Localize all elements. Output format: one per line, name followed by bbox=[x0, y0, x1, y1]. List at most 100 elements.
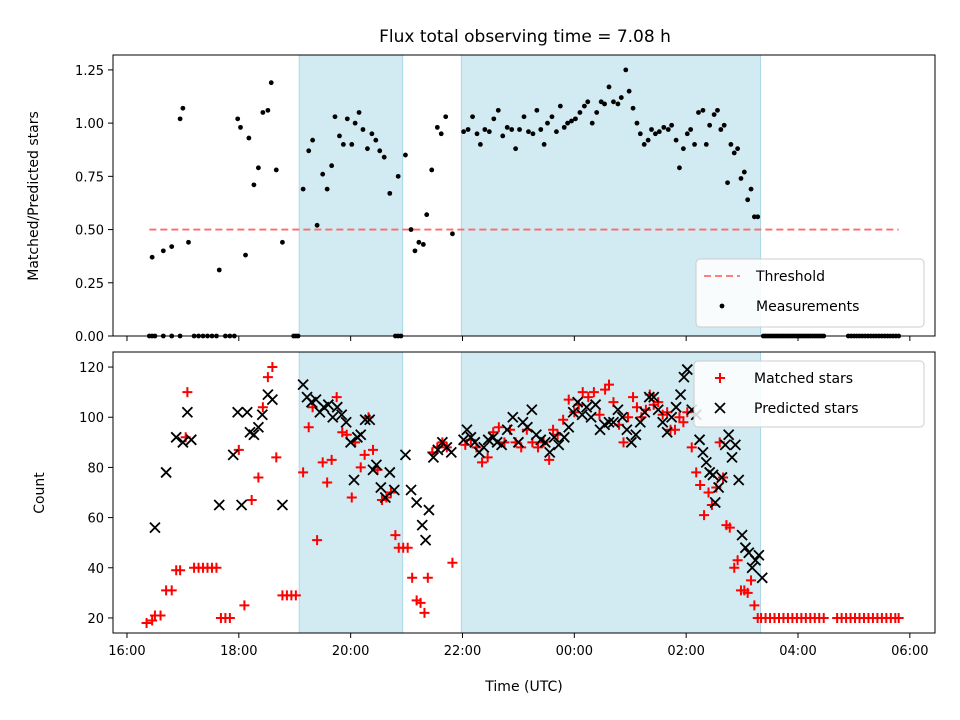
measurement-point bbox=[623, 68, 628, 73]
measurement-point bbox=[611, 99, 616, 104]
measurement-point bbox=[500, 133, 505, 138]
figure: Flux total observing time = 7.08 h 0.000… bbox=[0, 0, 960, 720]
top-y-tick-label: 1.00 bbox=[75, 117, 104, 132]
x-axis-label: Time (UTC) bbox=[484, 679, 562, 695]
predicted-star-point bbox=[406, 485, 416, 495]
top-legend: ThresholdMeasurements bbox=[696, 259, 924, 327]
measurement-point bbox=[649, 127, 654, 132]
measurement-point bbox=[421, 242, 426, 247]
matched-star-point bbox=[447, 558, 457, 568]
measurement-point bbox=[735, 146, 740, 151]
top-y-tick-label: 0.50 bbox=[75, 224, 104, 239]
measurement-point bbox=[517, 127, 522, 132]
measurement-point bbox=[513, 146, 518, 151]
measurement-point bbox=[238, 125, 243, 130]
measurement-point bbox=[306, 148, 311, 153]
matched-star-point bbox=[419, 608, 429, 618]
measurement-point bbox=[382, 155, 387, 160]
measurement-point bbox=[531, 131, 536, 136]
measurement-point bbox=[582, 104, 587, 109]
measurement-point bbox=[178, 116, 183, 121]
measurement-point bbox=[246, 136, 251, 141]
measurement-point bbox=[666, 127, 671, 132]
x-tick-label: 02:00 bbox=[667, 644, 704, 659]
matched-star-point bbox=[247, 495, 257, 505]
top-y-tick-label: 0.75 bbox=[75, 170, 104, 185]
measurement-point bbox=[429, 168, 434, 173]
measurement-point bbox=[396, 174, 401, 179]
predicted-star-point bbox=[424, 505, 434, 515]
predicted-star-point bbox=[178, 437, 188, 447]
measurement-point bbox=[619, 95, 624, 100]
measurement-point bbox=[590, 121, 595, 126]
shaded-interval bbox=[299, 55, 402, 336]
measurement-point bbox=[725, 180, 730, 185]
measurement-point bbox=[707, 123, 712, 128]
measurement-point bbox=[482, 127, 487, 132]
measurement-point bbox=[550, 114, 555, 119]
measurement-point bbox=[742, 170, 747, 175]
bottom-y-tick-label: 40 bbox=[87, 562, 104, 577]
measurement-point bbox=[320, 172, 325, 177]
predicted-star-point bbox=[171, 432, 181, 442]
x-tick-label: 16:00 bbox=[108, 644, 145, 659]
legend-measurement-swatch bbox=[720, 304, 725, 309]
measurement-point bbox=[496, 108, 501, 113]
measurement-point bbox=[443, 114, 448, 119]
measurement-point bbox=[607, 85, 612, 90]
matched-star-point bbox=[239, 600, 249, 610]
predicted-star-point bbox=[233, 407, 243, 417]
measurement-point bbox=[169, 244, 174, 249]
legend-label: Matched stars bbox=[754, 371, 853, 387]
bottom-y-tick-label: 80 bbox=[87, 461, 104, 476]
chart-title: Flux total observing time = 7.08 h bbox=[379, 27, 671, 47]
measurement-point bbox=[475, 131, 480, 136]
measurement-point bbox=[341, 142, 346, 147]
measurement-point bbox=[715, 108, 720, 113]
measurement-point bbox=[642, 142, 647, 147]
measurement-point bbox=[712, 112, 717, 117]
predicted-star-point bbox=[421, 535, 431, 545]
measurement-point bbox=[657, 129, 662, 134]
measurement-point bbox=[562, 125, 567, 130]
predicted-star-point bbox=[277, 500, 287, 510]
measurement-point bbox=[585, 99, 590, 104]
measurement-point bbox=[217, 268, 222, 273]
measurement-point bbox=[349, 142, 354, 147]
measurement-point bbox=[333, 114, 338, 119]
measurement-point bbox=[439, 131, 444, 136]
x-tick-label: 00:00 bbox=[556, 644, 593, 659]
measurement-point bbox=[627, 89, 632, 94]
measurement-point bbox=[269, 80, 274, 85]
measurement-point bbox=[688, 127, 693, 132]
measurement-point bbox=[602, 102, 607, 107]
measurement-point bbox=[681, 146, 686, 151]
measurement-point bbox=[252, 182, 257, 187]
matched-star-point bbox=[182, 387, 192, 397]
measurement-point bbox=[357, 110, 362, 115]
bottom-panel: 20406080100120 16:00 18:00 20:00 22:00 00:00… bbox=[32, 352, 935, 695]
measurement-point bbox=[361, 127, 366, 132]
measurement-point bbox=[487, 129, 492, 134]
measurement-point bbox=[478, 142, 483, 147]
measurement-point bbox=[538, 127, 543, 132]
legend-label: Predicted stars bbox=[754, 401, 859, 417]
measurement-point bbox=[265, 108, 270, 113]
measurement-point bbox=[416, 240, 421, 245]
measurement-point bbox=[235, 116, 240, 121]
measurement-point bbox=[180, 106, 185, 111]
measurement-point bbox=[578, 110, 583, 115]
bottom-y-tick-label: 60 bbox=[87, 512, 104, 527]
top-panel: 0.00 0.25 0.50 0.75 1.00 1.25 Matched/Predict… bbox=[26, 55, 935, 345]
measurement-point bbox=[329, 163, 334, 168]
top-y-tick-label: 0.25 bbox=[75, 277, 104, 292]
measurement-point bbox=[573, 116, 578, 121]
measurement-point bbox=[243, 253, 248, 258]
measurement-point bbox=[161, 248, 166, 253]
top-y-tick-label: 1.25 bbox=[75, 64, 104, 79]
legend-label: Measurements bbox=[756, 299, 859, 315]
measurement-point bbox=[186, 240, 191, 245]
predicted-star-point bbox=[242, 407, 252, 417]
measurement-point bbox=[435, 125, 440, 130]
measurement-point bbox=[704, 142, 709, 147]
